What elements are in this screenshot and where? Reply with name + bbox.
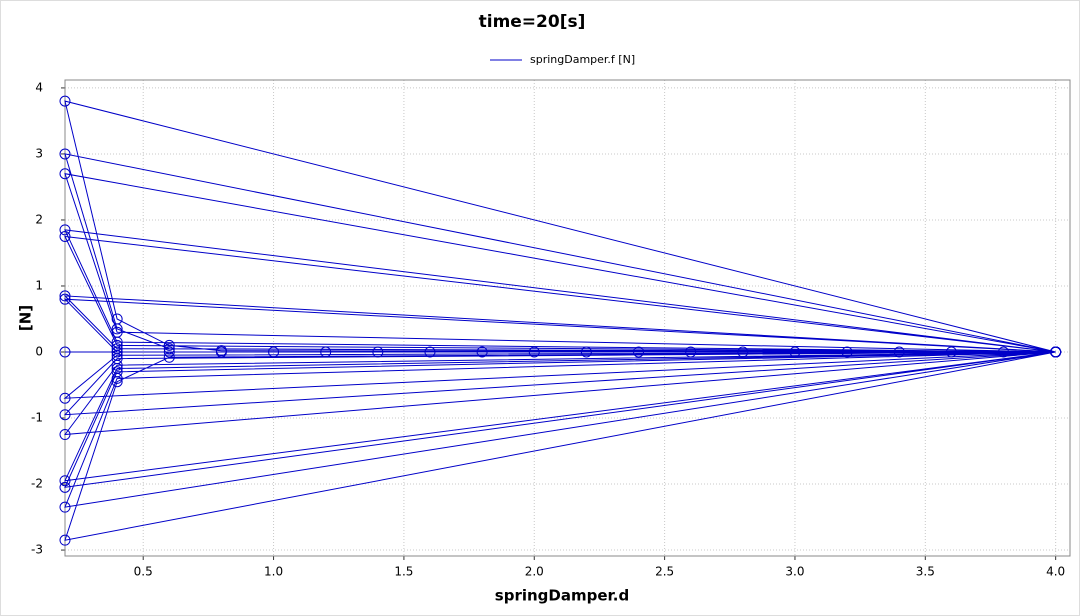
data-point	[633, 346, 645, 358]
data-point	[215, 345, 227, 357]
y-tick-label: -2	[31, 477, 43, 491]
data-point	[59, 475, 71, 487]
plot-area	[64, 79, 1071, 557]
data-point	[59, 224, 71, 236]
data-point	[59, 392, 71, 404]
data-point	[59, 346, 71, 358]
data-point	[111, 366, 123, 378]
data-point	[841, 346, 853, 358]
legend-label: springDamper.f [N]	[530, 53, 635, 66]
data-point	[111, 353, 123, 365]
data-point	[528, 346, 540, 358]
y-tick-label: -3	[31, 543, 43, 557]
y-tick-label: -1	[31, 411, 43, 425]
data-point	[372, 346, 384, 358]
data-point	[59, 409, 71, 421]
y-tick-label: 1	[35, 278, 43, 292]
y-axis-label: [N]	[17, 305, 35, 331]
data-point	[789, 346, 801, 358]
y-tick-label: 4	[35, 80, 43, 94]
data-point	[685, 346, 697, 358]
data-point	[163, 346, 175, 358]
x-tick-label: 2.0	[525, 565, 544, 579]
data-point	[59, 501, 71, 513]
data-point	[998, 346, 1010, 358]
data-point	[111, 349, 123, 361]
x-tick-label: 3.5	[916, 565, 935, 579]
x-tick-label: 1.5	[394, 565, 413, 579]
x-tick-label: 2.5	[655, 565, 674, 579]
x-tick-label: 1.0	[264, 565, 283, 579]
x-tick-label: 0.5	[134, 565, 153, 579]
data-point	[476, 346, 488, 358]
data-point	[59, 481, 71, 493]
data-line	[63, 100, 1056, 541]
data-point	[945, 346, 957, 358]
data-point	[1050, 346, 1062, 358]
y-tick-label: 2	[35, 212, 43, 226]
data-point	[163, 351, 175, 363]
data-point	[59, 534, 71, 546]
data-point	[320, 346, 332, 358]
data-point	[59, 95, 71, 107]
chart-title: time=20[s]	[479, 12, 586, 32]
data-point	[268, 346, 280, 358]
data-point	[424, 346, 436, 358]
data-point	[59, 429, 71, 441]
data-point	[580, 346, 592, 358]
data-point	[59, 168, 71, 180]
x-tick-label: 3.0	[785, 565, 804, 579]
x-axis-label: springDamper.d	[495, 587, 629, 605]
y-tick-label: 0	[35, 345, 43, 359]
y-tick-label: 3	[35, 146, 43, 160]
data-point	[59, 148, 71, 160]
data-point	[59, 290, 71, 302]
data-point	[59, 293, 71, 305]
data-point	[111, 346, 123, 358]
data-point	[163, 343, 175, 355]
x-tick-label: 4.0	[1046, 565, 1065, 579]
data-point	[163, 339, 175, 351]
data-point	[59, 230, 71, 242]
data-point	[893, 346, 905, 358]
data-point	[111, 323, 123, 335]
data-point	[737, 346, 749, 358]
